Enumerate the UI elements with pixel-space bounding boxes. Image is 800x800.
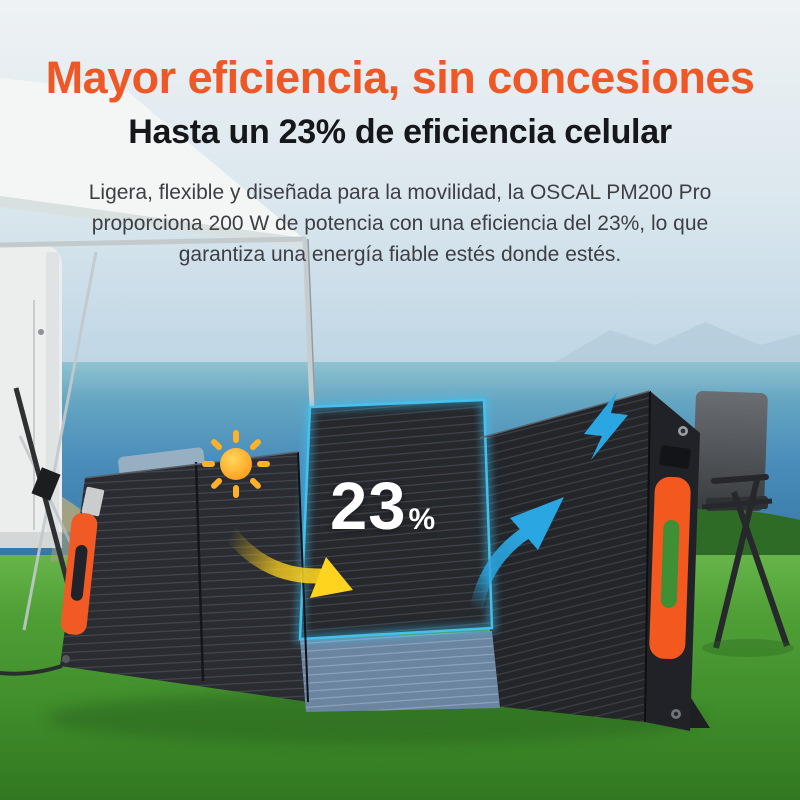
left-handle	[60, 512, 98, 635]
body-copy: Ligera, flexible y diseñada para la movi…	[0, 177, 800, 270]
camping-chair	[692, 391, 794, 657]
blue-arrow-icon	[469, 497, 564, 617]
efficiency-value: 23	[330, 469, 407, 544]
page-title: Mayor eficiencia, sin concesiones	[45, 52, 755, 103]
lightning-bolt-icon	[584, 392, 628, 460]
right-handle	[649, 476, 691, 660]
body-line: proporciona 200 W de potencia con una ef…	[91, 212, 709, 235]
yellow-arrow-icon	[220, 522, 353, 598]
efficiency-overlay: 23%	[330, 468, 510, 545]
body-line: Ligera, flexible y diseñada para la movi…	[88, 181, 712, 204]
label-patch	[81, 486, 105, 517]
body-line: garantiza una energía fiable estés donde…	[178, 243, 622, 266]
mountains	[555, 322, 800, 362]
solar-panel	[0, 390, 710, 731]
page-subtitle: Hasta un 23% de eficiencia celular	[128, 113, 672, 151]
efficiency-percent-sign: %	[408, 503, 436, 536]
sun-icon	[202, 430, 270, 498]
cable	[0, 664, 63, 676]
connector-port	[659, 445, 691, 469]
rv-awning	[0, 78, 316, 631]
